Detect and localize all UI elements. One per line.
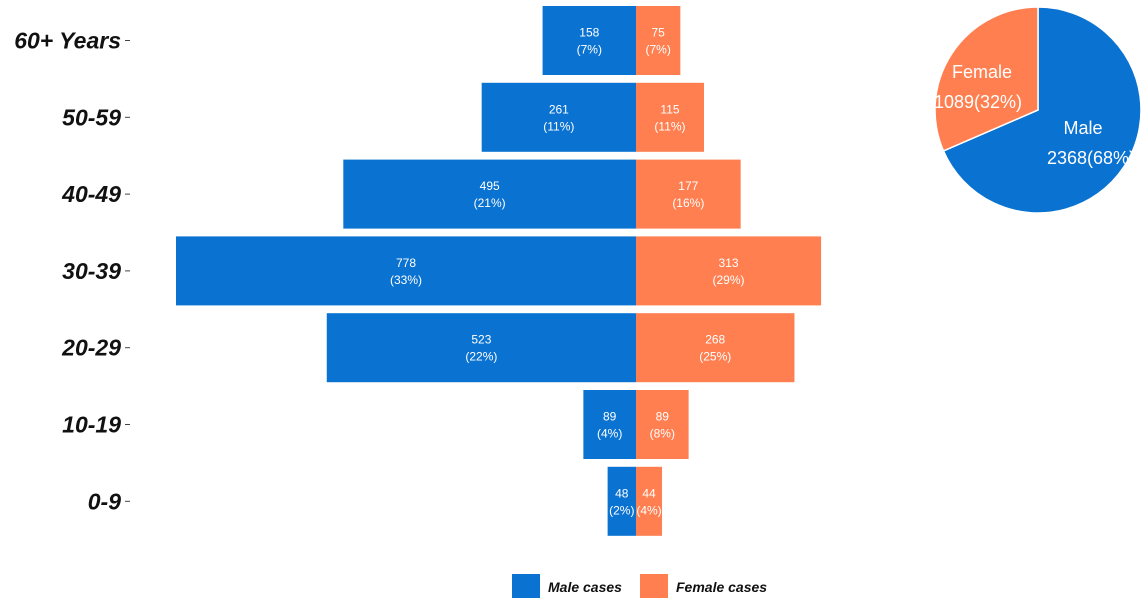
category-label: 40-49 (61, 181, 121, 207)
bar-percent-label: (7%) (646, 43, 671, 57)
bar-percent-label: (25%) (699, 350, 731, 364)
bar-male (326, 313, 636, 383)
bar-value-label: 177 (678, 179, 698, 193)
bar-percent-label: (7%) (577, 43, 602, 57)
bar-value-label: 115 (660, 102, 679, 116)
bar-male (343, 159, 636, 229)
bar-female (636, 313, 795, 383)
bar-male (176, 236, 636, 306)
bar-percent-label: (16%) (672, 196, 704, 210)
legend-label-male: Male cases (548, 579, 622, 595)
bar-value-label: 158 (579, 26, 599, 40)
bar-female (636, 82, 704, 152)
bars: 158 (7%) 75 (7%) 261 (11%) 115 (11%) 495 (21%) 177… (176, 6, 822, 536)
bar-female (636, 466, 663, 536)
bar-female (636, 236, 822, 306)
bar-female (636, 390, 689, 459)
bar-male (542, 6, 636, 75)
bar-percent-label: (8%) (650, 427, 675, 441)
category-labels: 60+ Years 50-59 40-49 30-39 20-29 10-19 0-9 (14, 28, 130, 514)
bar-value-label: 75 (651, 26, 665, 40)
category-label: 20-29 (61, 335, 121, 361)
bar-percent-label: (11%) (543, 119, 574, 133)
bar-female (636, 6, 681, 75)
legend-swatch-male (512, 574, 540, 598)
category-label: 50-59 (62, 104, 121, 130)
bar-percent-label: (4%) (597, 427, 622, 441)
pie-chart: Male 2368(68%) Female 1089(32%) (934, 6, 1141, 214)
bar-value-label: 89 (603, 410, 617, 424)
bar-value-label: 523 (471, 333, 491, 347)
pie-slice-female (934, 6, 1039, 152)
bar-percent-label: (29%) (713, 273, 745, 287)
bar-percent-label: (2%) (609, 503, 634, 517)
bar-percent-label: (21%) (474, 196, 506, 210)
bar-male (607, 466, 636, 536)
bar-value-label: 89 (656, 410, 670, 424)
legend: Male cases Female cases (512, 574, 767, 598)
category-label: 60+ Years (14, 28, 121, 54)
category-label: 10-19 (62, 412, 121, 438)
bar-percent-label: (22%) (465, 350, 497, 364)
bar-value-label: 268 (705, 333, 725, 347)
bar-value-label: 313 (719, 256, 739, 270)
pie-slice-label: Female (952, 62, 1012, 82)
bar-male (583, 390, 636, 459)
bar-value-label: 261 (549, 102, 569, 116)
legend-label-female: Female cases (676, 579, 767, 595)
bar-percent-label: (11%) (654, 119, 685, 133)
bar-percent-label: (33%) (390, 273, 422, 287)
pie-slice-label: Male (1063, 118, 1102, 138)
bar-value-label: 495 (480, 179, 500, 193)
pie-slice-value-label: 2368(68%) (1047, 148, 1135, 168)
legend-swatch-female (640, 574, 668, 598)
category-label: 0-9 (88, 488, 121, 514)
bar-male (481, 82, 636, 152)
bar-value-label: 44 (642, 486, 656, 500)
bar-value-label: 48 (615, 486, 629, 500)
pie-slice-value-label: 1089(32%) (934, 92, 1022, 112)
pie-slice-male (942, 6, 1141, 214)
category-label: 30-39 (62, 258, 121, 284)
bar-percent-label: (4%) (636, 503, 661, 517)
bar-value-label: 778 (396, 256, 416, 270)
bar-female (636, 159, 741, 229)
